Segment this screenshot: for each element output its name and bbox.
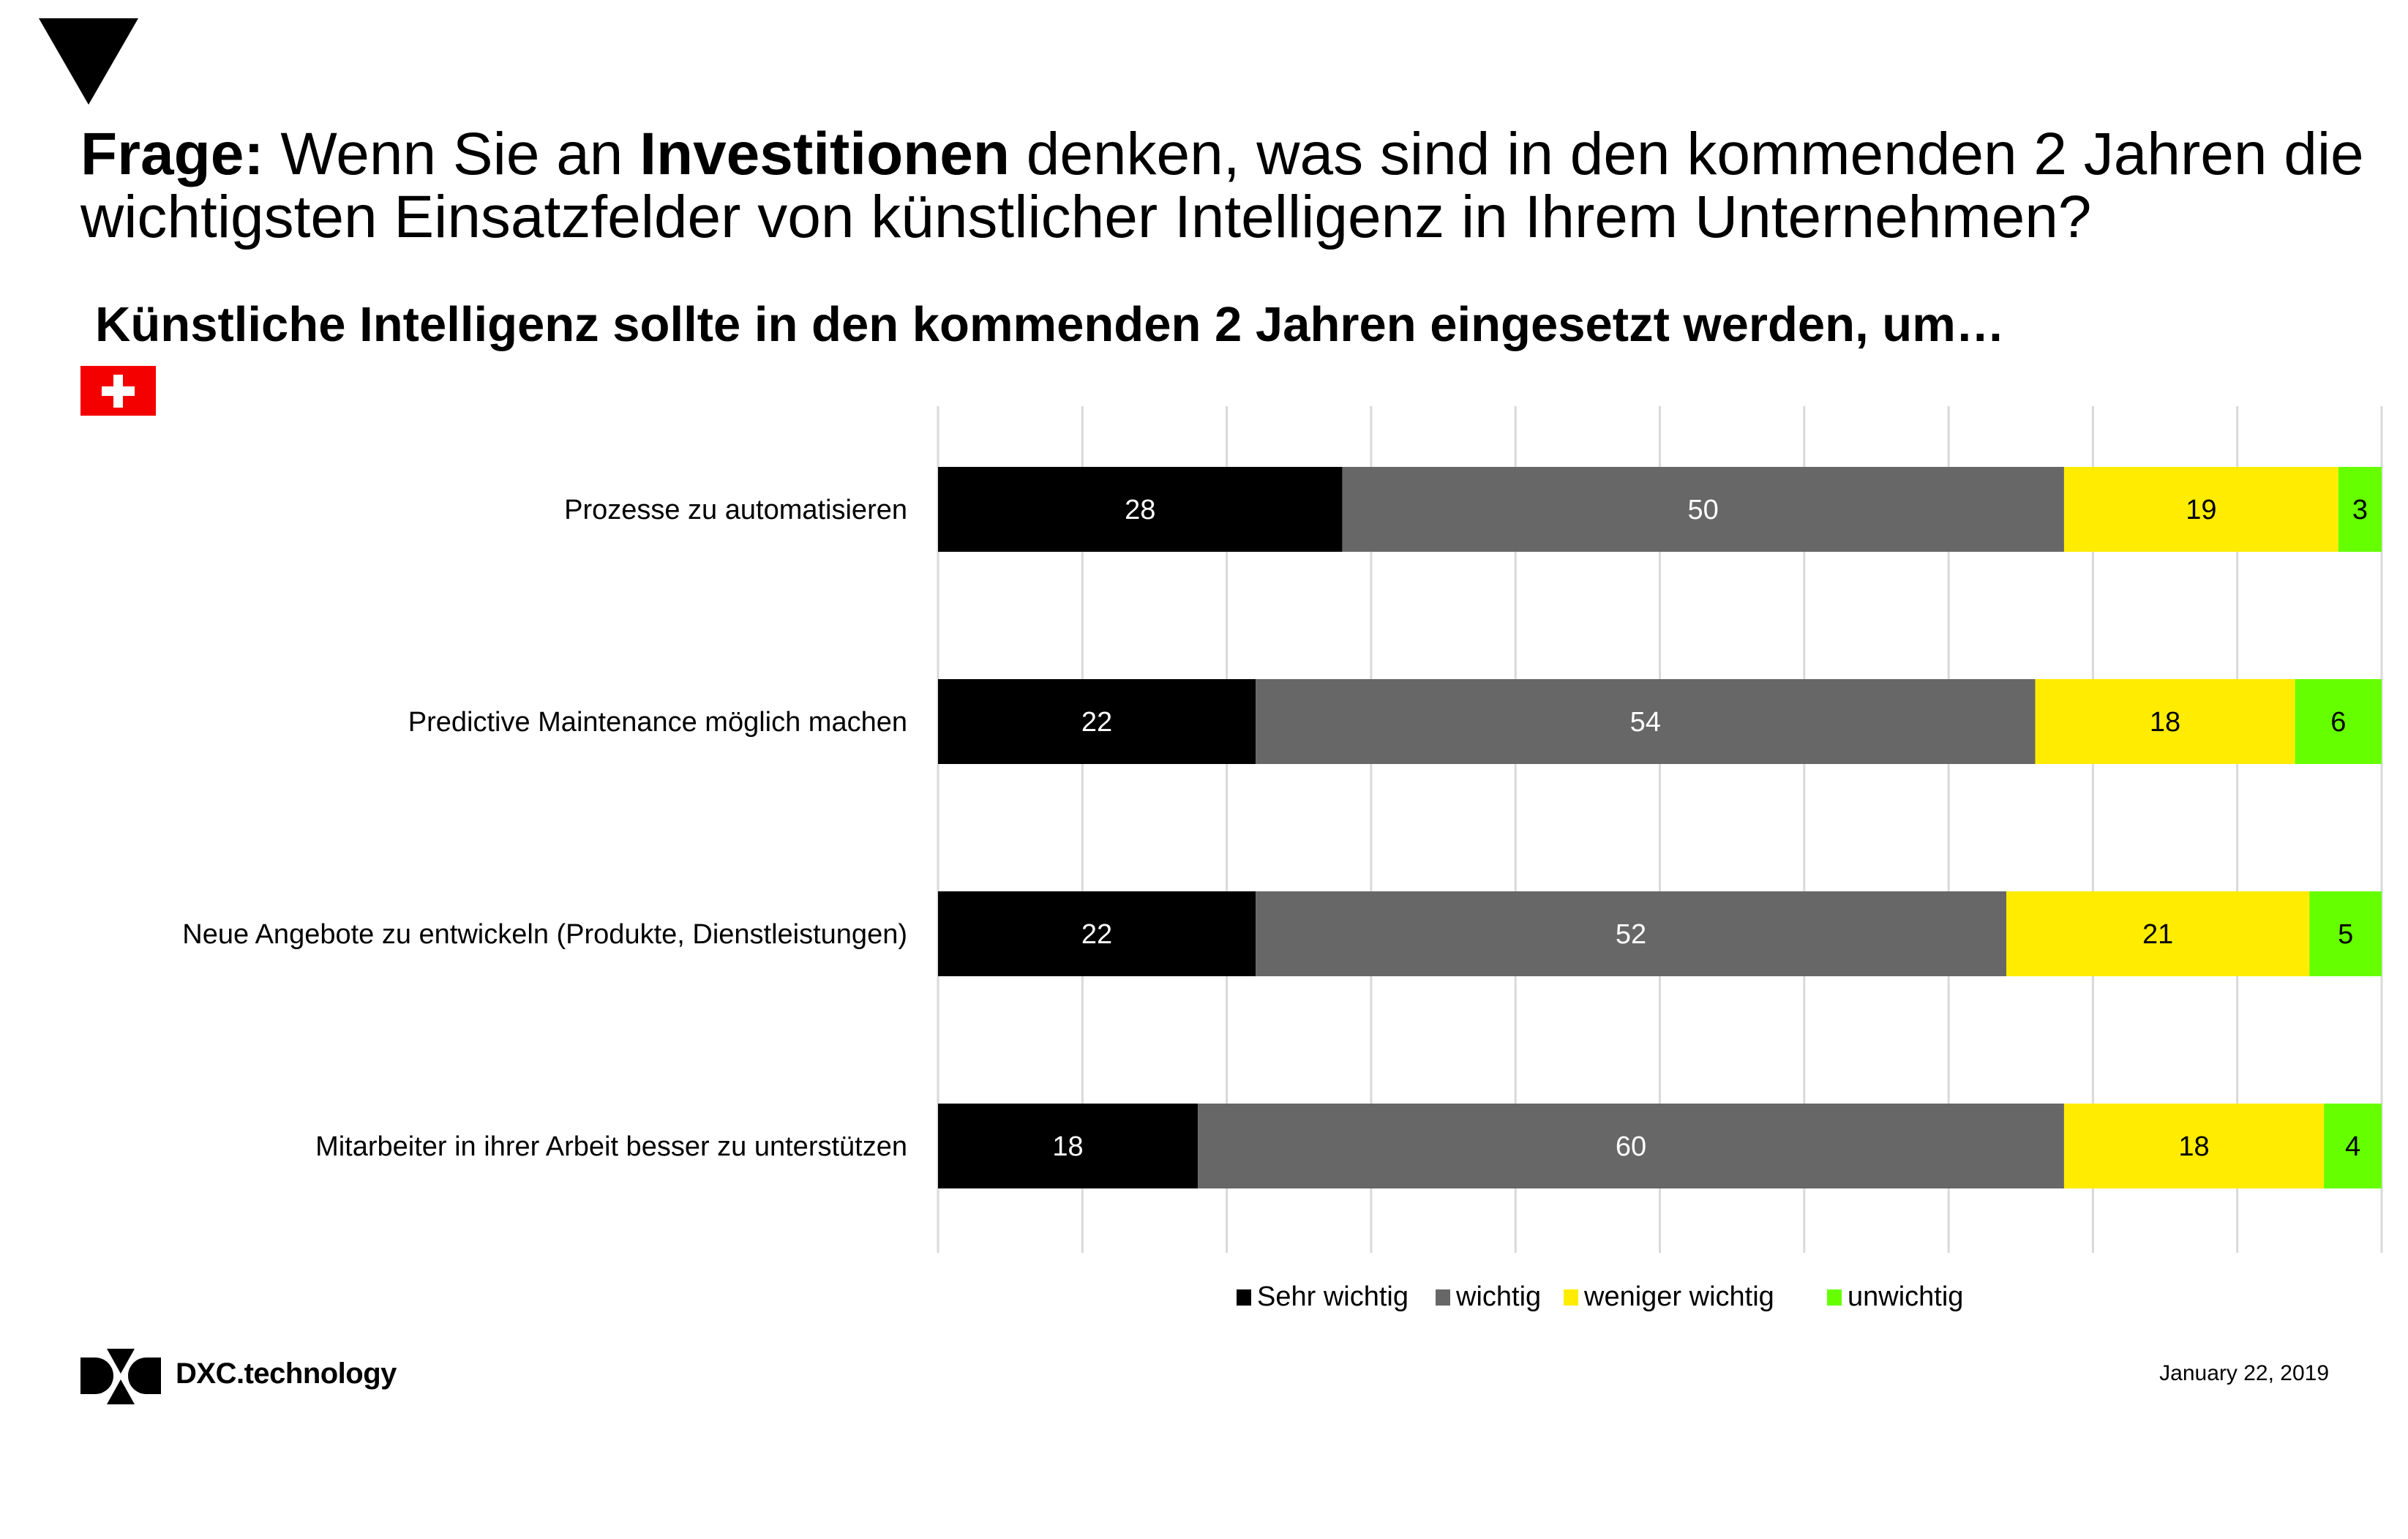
bar-segment: [2309, 891, 2382, 976]
data-label: 3: [2352, 495, 2368, 525]
bar-segment: [1342, 467, 2064, 552]
swiss-flag-icon: [80, 366, 156, 416]
data-label: 19: [2186, 495, 2216, 525]
data-label: 22: [1081, 707, 1112, 738]
data-label: 28: [1125, 495, 1155, 525]
footer-date: January 22, 2019: [2159, 1361, 2329, 1385]
data-label: 18: [2150, 707, 2180, 738]
bar-segment: [1256, 891, 2007, 976]
category-label: Neue Angebote zu entwickeln (Produkte, D…: [182, 919, 907, 950]
question-label: Frage:: [80, 121, 264, 187]
legend-swatch: [1564, 1289, 1578, 1306]
data-label: 5: [2338, 919, 2353, 950]
flag-cross-vertical: [113, 375, 123, 408]
question-text-1: Wenn Sie an: [263, 121, 640, 187]
legend: Sehr wichtig wichtig weniger wichtig unwich…: [1237, 1281, 1963, 1312]
category-label: Prozesse zu automatisieren: [564, 495, 907, 525]
data-label: 50: [1688, 495, 1719, 525]
chart-title: Künstliche Intelligenz sollte in den kom…: [95, 297, 2005, 352]
bar-segment: [2295, 679, 2382, 764]
data-label: 18: [2178, 1131, 2209, 1162]
question-heading: Frage: Wenn Sie an Investitionen denken,…: [80, 123, 2385, 249]
footer-brand-name: DXC.technology: [176, 1358, 397, 1390]
data-label: 54: [1630, 707, 1661, 738]
legend-swatch: [1237, 1289, 1251, 1306]
bar-segment: [2063, 467, 2338, 552]
legend-label: Sehr wichtig: [1257, 1281, 1409, 1312]
triangle-logo-icon: [39, 18, 138, 105]
bar-segment: [938, 467, 1343, 552]
data-label: 6: [2330, 707, 2346, 738]
category-label: Mitarbeiter in ihrer Arbeit besser zu un…: [315, 1131, 907, 1162]
data-label: 22: [1081, 919, 1112, 950]
question-text-2: denken, was sind in den kommenden 2 Jahr…: [80, 121, 2364, 250]
legend-swatch: [1827, 1289, 1842, 1306]
data-label: 18: [1052, 1131, 1083, 1162]
category-labels: Prozesse zu automatisieren Predictive Mai…: [182, 495, 907, 1162]
data-label: 52: [1616, 919, 1646, 950]
bar-segment: [938, 1104, 1199, 1188]
bars: 28 50 19 3 22 54 18 6 22 52 21 5 18 60 18 4: [938, 467, 2382, 1188]
legend-swatch: [1436, 1289, 1450, 1306]
category-label: Predictive Maintenance möglich machen: [408, 707, 907, 738]
question-bold-term: Investitionen: [639, 121, 1010, 187]
bar-segment: [2338, 467, 2382, 552]
bar-segment: [1198, 1104, 2064, 1188]
bar-segment: [938, 891, 1256, 976]
data-label: 21: [2142, 919, 2173, 950]
bar-segment: [2035, 679, 2295, 764]
bar-segment: [2324, 1104, 2382, 1188]
bar-segment: [2006, 891, 2310, 976]
dxc-logo-icon: [80, 1349, 161, 1404]
legend-label: weniger wichtig: [1583, 1281, 1774, 1312]
legend-label: wichtig: [1455, 1281, 1541, 1312]
data-label: 4: [2345, 1131, 2360, 1162]
bar-segment: [938, 679, 1256, 764]
legend-label: unwichtig: [1848, 1281, 1963, 1312]
bar-segment: [1256, 679, 2036, 764]
bar-segment: [2063, 1104, 2325, 1188]
data-label: 60: [1616, 1131, 1646, 1162]
